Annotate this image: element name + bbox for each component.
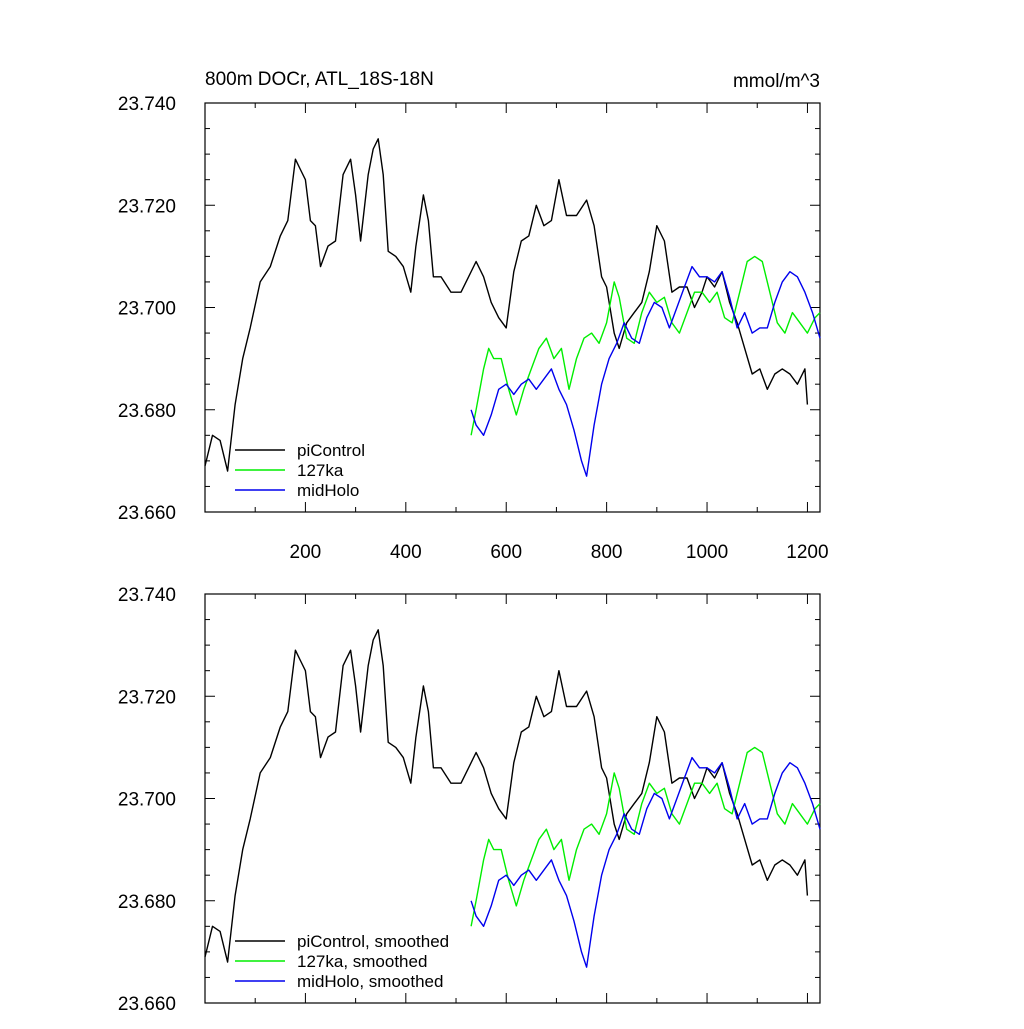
panel-2-legend-label: midHolo, smoothed [297,972,443,991]
units-label: mmol/m^3 [733,71,820,92]
panel-1-legend-label: piControl [297,441,365,460]
panel-1-series-line [204,138,809,472]
panel-2-y-tick-label: 23.660 [118,994,176,1015]
panel-2-series-line [470,756,821,968]
panel-2-y-tick-label: 23.740 [118,585,176,606]
panel-1-y-tick-label: 23.740 [118,94,176,115]
panel-1-x-tick-label: 200 [290,542,322,563]
panel-1-legend-label: midHolo [297,481,359,500]
panel-1-legend-label: 127ka [297,461,344,480]
panel-2-legend-label: 127ka, smoothed [297,952,427,971]
panel-1-y-tick-label: 23.680 [118,401,176,422]
panel-1-y-tick-label: 23.700 [118,299,176,320]
panel-2-y-tick-label: 23.720 [118,687,176,708]
chart-title: 800m DOCr, ATL_18S-18N [205,69,434,90]
panel-1-x-tick-label: 1000 [686,542,728,563]
panel-1-y-tick-label: 23.660 [118,503,176,524]
panel-2-series-line [204,629,809,963]
panel-2-series-line [470,746,821,927]
panel-1-series-line [470,265,821,477]
panel-2-legend-label: piControl, smoothed [297,932,449,951]
panel-2-y-tick-label: 23.680 [118,892,176,913]
panel-1-x-tick-label: 600 [490,542,522,563]
panel-1-x-tick-label: 800 [591,542,623,563]
panel-1-x-tick-label: 400 [390,542,422,563]
panel-1-y-tick-label: 23.720 [118,196,176,217]
panel-1-series-line [470,255,821,436]
panel-2-y-tick-label: 23.700 [118,790,176,811]
panel-1-x-tick-label: 1200 [786,542,828,563]
